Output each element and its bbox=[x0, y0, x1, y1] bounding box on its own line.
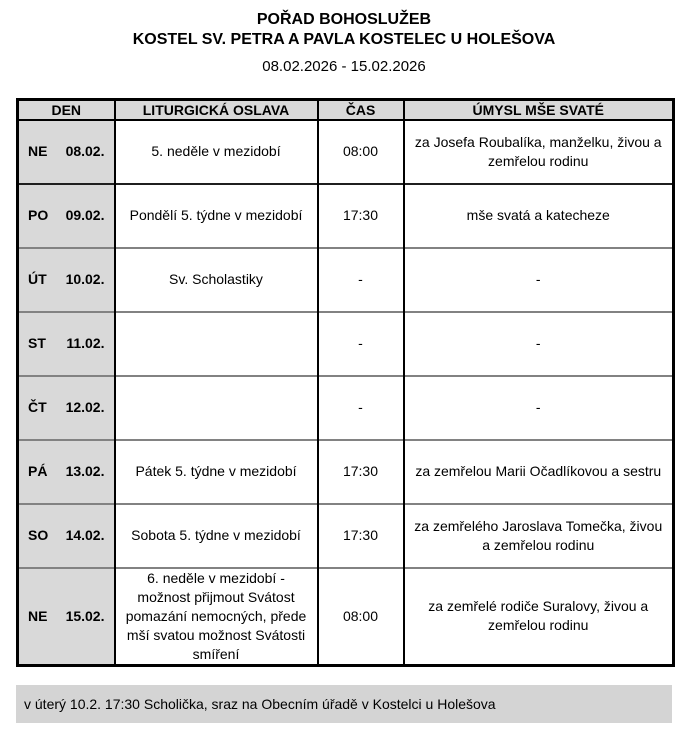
day-date: 14.02. bbox=[65, 527, 105, 543]
day-cell: PO 09.02. bbox=[17, 182, 115, 248]
day-abbrev: PÁ bbox=[28, 463, 48, 479]
table-row: ST 11.02. - - bbox=[17, 310, 674, 376]
column-header-umysl: ÚMYSL MŠE SVATÉ bbox=[402, 99, 674, 121]
time-cell: 17:30 bbox=[316, 438, 404, 504]
intention-cell: mše svatá a katecheze bbox=[402, 182, 674, 248]
day-date: 15.02. bbox=[65, 607, 105, 624]
day-date: 12.02. bbox=[65, 399, 105, 415]
intention-cell: za zemřelého Jaroslava Tomečka, živou a … bbox=[402, 502, 674, 568]
day-abbrev: SO bbox=[28, 527, 49, 543]
time-cell: - bbox=[316, 246, 404, 312]
footer-note: v úterý 10.2. 17:30 Scholička, sraz na O… bbox=[16, 684, 672, 723]
table-row: PO 09.02. Pondělí 5. týdne v mezidobí 17… bbox=[17, 182, 674, 248]
day-cell: NE 08.02. bbox=[17, 118, 115, 184]
day-abbrev: PO bbox=[28, 207, 49, 223]
celebration-cell: Sv. Scholastiky bbox=[113, 246, 318, 312]
celebration-cell bbox=[113, 310, 318, 376]
day-cell: SO 14.02. bbox=[17, 502, 115, 568]
schedule-table-body: NE 08.02. 5. neděle v mezidobí 08:00 za … bbox=[17, 118, 674, 665]
day-date: 09.02. bbox=[65, 207, 105, 223]
intention-cell: - bbox=[402, 310, 674, 376]
celebration-cell bbox=[113, 374, 318, 440]
intention-cell: za Josefa Roubalíka, manželku, živou a z… bbox=[402, 118, 674, 184]
day-cell: NE 15.02. bbox=[17, 566, 115, 665]
day-date: 13.02. bbox=[65, 463, 105, 479]
time-cell: - bbox=[316, 374, 404, 440]
intention-cell: za zemřelé rodiče Suralovy, živou a zemř… bbox=[402, 566, 674, 665]
day-abbrev: ČT bbox=[28, 399, 47, 415]
day-date: 08.02. bbox=[65, 143, 105, 159]
time-cell: 08:00 bbox=[316, 566, 404, 665]
intention-cell: - bbox=[402, 374, 674, 440]
day-abbrev: ST bbox=[28, 335, 46, 351]
table-row: ÚT 10.02. Sv. Scholastiky - - bbox=[17, 246, 674, 312]
table-row: SO 14.02. Sobota 5. týdne v mezidobí 17:… bbox=[17, 502, 674, 568]
page-title: POŘAD BOHOSLUŽEB bbox=[256, 11, 432, 28]
column-header-den: DEN bbox=[17, 99, 115, 121]
footer-note-text: v úterý 10.2. 17:30 Scholička, sraz na O… bbox=[24, 695, 496, 712]
table-row: PÁ 13.02. Pátek 5. týdne v mezidobí 17:3… bbox=[17, 438, 674, 504]
date-range: 08.02.2026 - 15.02.2026 bbox=[262, 58, 426, 75]
time-cell: 17:30 bbox=[316, 182, 404, 248]
table-row: NE 15.02. 6. neděle v mezidobí - možnost… bbox=[17, 566, 674, 665]
intention-cell: za zemřelou Marii Očadlíkovou a sestru bbox=[402, 438, 674, 504]
document-header: POŘAD BOHOSLUŽEB KOSTEL SV. PETRA A PAVL… bbox=[0, 0, 688, 76]
day-date: 10.02. bbox=[65, 271, 105, 287]
day-cell: ÚT 10.02. bbox=[17, 246, 115, 312]
table-row: ČT 12.02. - - bbox=[17, 374, 674, 440]
day-abbrev: ÚT bbox=[28, 271, 47, 287]
day-abbrev: NE bbox=[28, 143, 48, 159]
column-header-cas: ČAS bbox=[316, 99, 404, 121]
celebration-cell: Pátek 5. týdne v mezidobí bbox=[113, 438, 318, 504]
time-cell: - bbox=[316, 310, 404, 376]
day-cell: ST 11.02. bbox=[17, 310, 115, 376]
day-abbrev: NE bbox=[28, 607, 48, 624]
day-cell: ČT 12.02. bbox=[17, 374, 115, 440]
day-cell: PÁ 13.02. bbox=[17, 438, 115, 504]
celebration-cell: Pondělí 5. týdne v mezidobí bbox=[113, 182, 318, 248]
celebration-cell: 6. neděle v mezidobí - možnost přijmout … bbox=[113, 566, 318, 665]
celebration-cell: 5. neděle v mezidobí bbox=[113, 118, 318, 184]
day-date: 11.02. bbox=[66, 335, 105, 351]
column-header-liturgicka-oslava: LITURGICKÁ OSLAVA bbox=[113, 99, 318, 121]
table-header-row: DEN LITURGICKÁ OSLAVA ČAS ÚMYSL MŠE SVAT… bbox=[17, 99, 674, 121]
intention-cell: - bbox=[402, 246, 674, 312]
time-cell: 17:30 bbox=[316, 502, 404, 568]
table-row: NE 08.02. 5. neděle v mezidobí 08:00 za … bbox=[17, 118, 674, 184]
church-name: KOSTEL SV. PETRA A PAVLA KOSTELEC U HOLE… bbox=[132, 31, 556, 48]
schedule-table: DEN LITURGICKÁ OSLAVA ČAS ÚMYSL MŠE SVAT… bbox=[16, 98, 675, 667]
celebration-cell: Sobota 5. týdne v mezidobí bbox=[113, 502, 318, 568]
time-cell: 08:00 bbox=[316, 118, 404, 184]
